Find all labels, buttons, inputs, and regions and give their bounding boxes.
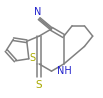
Text: NH: NH <box>57 66 72 76</box>
Text: S: S <box>36 80 42 90</box>
Text: N: N <box>34 7 42 17</box>
Text: S: S <box>29 53 35 63</box>
